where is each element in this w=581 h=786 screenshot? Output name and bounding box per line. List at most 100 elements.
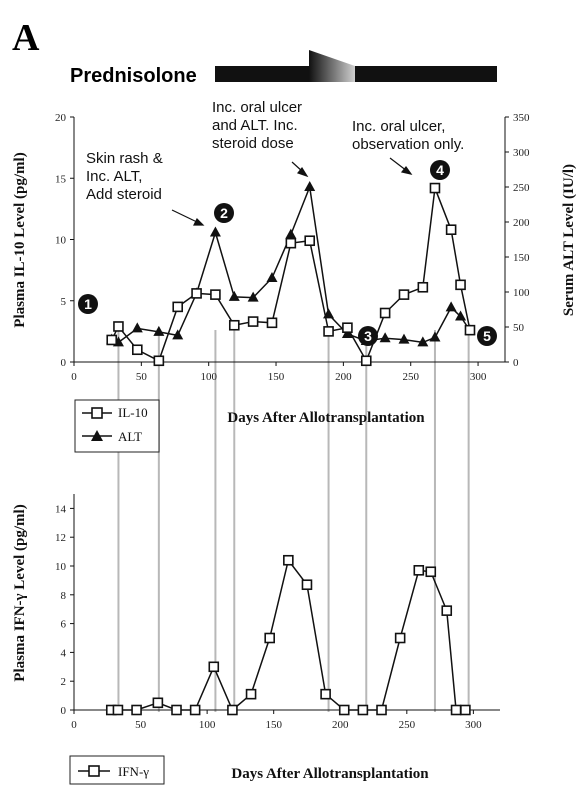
alt-point: [379, 332, 391, 343]
il10-point: [228, 319, 240, 331]
y2-tick-label: 300: [513, 147, 530, 159]
y2-tick-label: 150: [513, 252, 530, 264]
il10-point: [106, 334, 118, 346]
ifn-gamma-point: [131, 704, 142, 716]
ifn-gamma-point: [394, 632, 406, 644]
event-marker-circle: [477, 326, 497, 346]
ifn-gamma-point: [208, 661, 220, 673]
event-marker-label: 3: [364, 328, 372, 344]
il10-point: [113, 321, 124, 332]
legend-alt-marker: [91, 430, 103, 441]
il10-point: [464, 324, 476, 336]
top-legend: IL-10 ALT: [74, 399, 160, 453]
il10-point: [172, 301, 184, 313]
alt-point: [285, 228, 297, 239]
il10-point: [285, 237, 297, 249]
ifn-gamma-point: [338, 704, 350, 716]
ifn-gamma-point: [413, 565, 425, 576]
il10-point: [153, 355, 165, 367]
x-tick-label: 300: [465, 719, 482, 731]
il10-point: [266, 317, 278, 329]
il10-point: [398, 289, 410, 300]
legend-ifn-marker: [88, 765, 100, 777]
y-tick-label: 8: [61, 590, 67, 602]
alt-point: [153, 325, 165, 336]
event-marker-label: 2: [220, 205, 228, 221]
ifn-gamma-point: [301, 579, 313, 591]
y-tick-label: 0: [61, 705, 67, 717]
il10-point: [342, 322, 353, 334]
annotation-2: Inc. oral ulcer and ALT. Inc. steroid do…: [212, 99, 306, 152]
legend-il10: IL-10: [118, 405, 148, 420]
y-tick-label: 20: [55, 112, 67, 124]
il10-point: [445, 224, 457, 235]
y-tick-label: 14: [55, 503, 67, 515]
ifn-gamma-point: [450, 704, 462, 716]
y2-tick-label: 200: [513, 217, 530, 229]
il10-point: [210, 289, 221, 300]
x-tick-label: 200: [332, 719, 349, 731]
ifn-gamma-point: [283, 554, 294, 566]
ifn-gamma-point: [320, 688, 331, 700]
y-tick-label: 4: [61, 647, 67, 659]
il10-point: [304, 235, 316, 247]
x-tick-label: 50: [135, 719, 147, 731]
event-markers: 1 2 3 4 5: [78, 160, 497, 346]
x-tick-label: 50: [136, 371, 148, 383]
il10-ylabel: Plasma IL-10 Level (pg/ml): [12, 152, 28, 327]
top-axes: [70, 116, 509, 366]
alt-point: [455, 310, 467, 321]
x-tick-label: 150: [265, 719, 282, 731]
alt-point: [172, 329, 184, 340]
y-tick-label: 0: [61, 357, 67, 369]
event-marker-label: 4: [436, 162, 444, 178]
y2-tick-label: 50: [513, 322, 525, 334]
ifn-gamma-point: [441, 605, 453, 616]
alt-point: [228, 290, 240, 301]
y-tick-label: 6: [61, 619, 67, 631]
event-marker-circle: [214, 203, 234, 223]
ifn-gamma-point: [189, 704, 201, 716]
y2-tick-label: 0: [513, 357, 519, 369]
guide-lines: [117, 330, 470, 712]
alt-point: [417, 336, 429, 347]
il10-point: [455, 279, 466, 291]
ifn-gamma-point: [245, 688, 257, 700]
il10-point: [132, 344, 143, 356]
y-tick-label: 2: [61, 676, 67, 688]
prednisolone-bar: [215, 50, 497, 82]
drug-label: Prednisolone: [70, 65, 197, 87]
il10-point: [417, 281, 429, 293]
top-series: [106, 181, 476, 367]
event-marker-circle: [430, 160, 450, 180]
il10-line: [111, 187, 471, 363]
event-marker-circle: [78, 294, 98, 314]
ifn-gamma-line: [111, 558, 466, 712]
il10-point: [247, 316, 259, 327]
il10-point: [191, 288, 202, 299]
x-tick-label: 0: [71, 719, 77, 731]
x-tick-label: 0: [71, 371, 77, 383]
y2-tick-label: 350: [513, 112, 530, 124]
ifn-gamma-point: [112, 704, 124, 716]
il10-point: [379, 307, 391, 319]
y-tick-label: 5: [61, 296, 67, 308]
x-tick-label: 250: [402, 371, 419, 383]
bottom-tick-labels: 0 50 100 150 200 250 300 0 2 4 6 8 10 12 14: [55, 503, 482, 731]
y-tick-label: 12: [55, 532, 66, 544]
alt-point: [398, 333, 410, 344]
ifn-ylabel: Plasma IFN-γ Level (pg/ml): [12, 504, 28, 681]
alt-y2label: Serum ALT Level (IU/l): [561, 164, 577, 316]
event-marker-label: 1: [84, 296, 92, 312]
x-tick-label: 100: [199, 719, 216, 731]
ifn-gamma-point: [460, 704, 471, 716]
legend-alt: ALT: [118, 429, 142, 444]
y-tick-label: 15: [55, 173, 67, 185]
ifn-gamma-chart: 0 50 100 150 200 250 300 0 2 4 6 8 10 12 14 Plasma IFN…: [12, 494, 500, 785]
x-tick-label: 300: [470, 371, 487, 383]
bottom-xlabel: Days After Allotransplantation: [231, 766, 429, 782]
annotation-3: Inc. oral ulcer, observation only.: [352, 118, 464, 153]
ifn-gamma-point: [171, 704, 182, 716]
annotation-arrows: [171, 157, 413, 226]
alt-point: [304, 181, 316, 191]
